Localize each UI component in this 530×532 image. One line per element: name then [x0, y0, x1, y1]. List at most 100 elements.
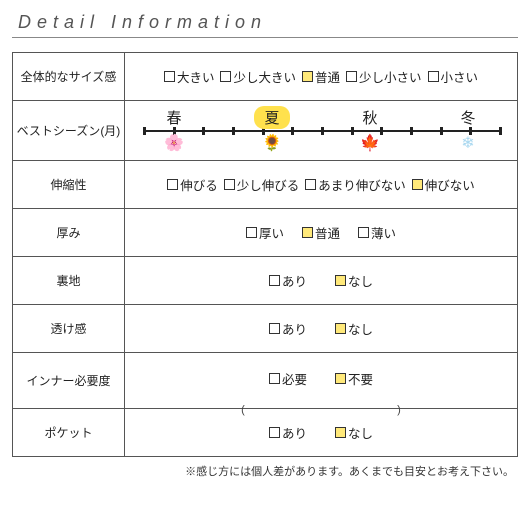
axis-tick	[232, 127, 235, 135]
season-icon: 🌻	[262, 136, 282, 152]
option: 少し大きい	[220, 67, 296, 86]
checkbox-icon	[164, 71, 175, 82]
checkbox-icon	[305, 179, 316, 190]
season-label: 夏	[254, 106, 289, 129]
row-sheer: 透け感 あり なし	[13, 305, 518, 353]
inner-sub-left: (	[241, 404, 245, 416]
axis-tick	[143, 127, 146, 135]
checkbox-checked-icon	[302, 227, 313, 238]
label-season: ベストシーズン(月)	[13, 101, 125, 161]
row-season: ベストシーズン(月) 春夏秋冬 🌸🌻🍁❄	[13, 101, 518, 161]
option: 普通	[302, 223, 340, 242]
option: 大きい	[164, 67, 215, 86]
axis-tick	[351, 127, 354, 135]
option: なし	[335, 271, 373, 290]
checkbox-checked-icon	[302, 71, 313, 82]
label-stretch: 伸縮性	[13, 161, 125, 209]
checkbox-icon	[346, 71, 357, 82]
season-axis	[143, 130, 499, 132]
option-label: 厚い	[259, 223, 284, 242]
label-pocket: ポケット	[13, 409, 125, 457]
season-icon: 🍁	[360, 136, 380, 152]
checkbox-checked-icon	[412, 179, 423, 190]
row-lining: 裏地 あり なし	[13, 257, 518, 305]
row-stretch: 伸縮性 伸びる少し伸びるあまり伸びない伸びない	[13, 161, 518, 209]
option: 不要	[335, 369, 373, 388]
opts-size: 大きい少し大きい普通少し小さい小さい	[125, 53, 517, 100]
option: あり	[269, 423, 307, 442]
option: 伸びない	[412, 175, 475, 194]
row-pocket: ポケット あり なし	[13, 409, 518, 457]
label-thickness: 厚み	[13, 209, 125, 257]
checkbox-icon	[224, 179, 235, 190]
checkbox-icon	[246, 227, 257, 238]
option-label: 小さい	[441, 67, 479, 86]
option-label: あり	[282, 271, 307, 290]
checkbox-checked-icon	[335, 275, 346, 286]
option: あまり伸びない	[305, 175, 406, 194]
option: 少し伸びる	[224, 175, 300, 194]
option: 伸びる	[167, 175, 218, 194]
label-lining: 裏地	[13, 257, 125, 305]
detail-info-panel: Detail Information 全体的なサイズ感 大きい少し大きい普通少し…	[0, 0, 530, 485]
label-inner: インナー必要度	[13, 353, 125, 409]
row-thickness: 厚み 厚い 普通 薄い	[13, 209, 518, 257]
option: 普通	[302, 67, 340, 86]
page-title: Detail Information	[12, 10, 518, 38]
option-label: 必要	[282, 369, 307, 388]
option-label: あまり伸びない	[318, 175, 406, 194]
option-label: あり	[282, 423, 307, 442]
season-icon: 🌸	[164, 136, 184, 152]
axis-tick	[291, 127, 294, 135]
option-label: 不要	[348, 369, 373, 388]
option-label: 少し小さい	[359, 67, 422, 86]
option-label: 伸びない	[425, 175, 475, 194]
option: 少し小さい	[346, 67, 422, 86]
checkbox-checked-icon	[335, 373, 346, 384]
option-label: 少し大きい	[233, 67, 296, 86]
checkbox-icon	[358, 227, 369, 238]
season-label: 春	[156, 106, 191, 129]
opts-pocket: あり なし	[125, 409, 517, 456]
axis-tick	[440, 127, 443, 135]
axis-tick	[321, 127, 324, 135]
checkbox-icon	[269, 373, 280, 384]
option-label: なし	[348, 271, 373, 290]
checkbox-icon	[269, 427, 280, 438]
option-label: 少し伸びる	[237, 175, 300, 194]
checkbox-checked-icon	[335, 323, 346, 334]
option: 薄い	[358, 223, 396, 242]
option: あり	[269, 271, 307, 290]
info-table: 全体的なサイズ感 大きい少し大きい普通少し小さい小さい ベストシーズン(月) 春…	[12, 52, 518, 457]
option: 小さい	[428, 67, 479, 86]
option-label: 薄い	[371, 223, 396, 242]
option: なし	[335, 319, 373, 338]
checkbox-icon	[269, 275, 280, 286]
checkbox-checked-icon	[335, 427, 346, 438]
option-label: 伸びる	[180, 175, 218, 194]
checkbox-icon	[167, 179, 178, 190]
opts-thickness: 厚い 普通 薄い	[125, 209, 517, 256]
checkbox-icon	[220, 71, 231, 82]
opts-stretch: 伸びる少し伸びるあまり伸びない伸びない	[125, 161, 517, 208]
row-size: 全体的なサイズ感 大きい少し大きい普通少し小さい小さい	[13, 53, 518, 101]
season-label: 秋	[352, 106, 387, 129]
label-size: 全体的なサイズ感	[13, 53, 125, 101]
option: あり	[269, 319, 307, 338]
label-sheer: 透け感	[13, 305, 125, 353]
option-label: 普通	[315, 223, 340, 242]
season-label: 冬	[450, 106, 485, 129]
option-label: 大きい	[177, 67, 215, 86]
checkbox-icon	[269, 323, 280, 334]
row-inner: インナー必要度 必要不要 ( )	[13, 353, 518, 409]
option: 厚い	[246, 223, 284, 242]
axis-tick	[202, 127, 205, 135]
opts-inner: 必要 不要	[125, 351, 517, 406]
option-label: 普通	[315, 67, 340, 86]
seasons-widget: 春夏秋冬 🌸🌻🍁❄	[125, 102, 517, 160]
option-label: なし	[348, 319, 373, 338]
option: なし	[335, 423, 373, 442]
axis-tick	[410, 127, 413, 135]
footnote: ※感じ方には個人差があります。あくまでも目安とお考え下さい。	[12, 463, 518, 479]
opts-sheer: あり なし	[125, 305, 517, 352]
